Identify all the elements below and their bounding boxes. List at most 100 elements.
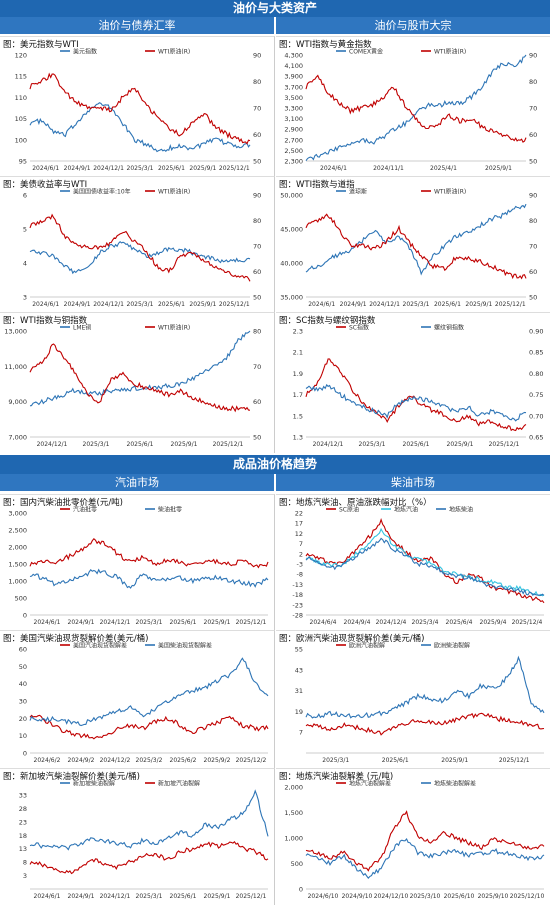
x-tick-label: 2024/6/1 bbox=[32, 165, 59, 172]
left-tick-label: 9,000 bbox=[8, 398, 27, 406]
legend-label: 柴油批零 bbox=[158, 506, 182, 514]
left-tick-label: 28 bbox=[19, 805, 27, 813]
x-tick-label: 2025/9/1 bbox=[465, 301, 492, 308]
series-line-1 bbox=[305, 517, 545, 604]
chart-title: 图：欧洲汽柴油现货裂解价差(美元/桶) bbox=[279, 634, 425, 644]
series-line-2 bbox=[305, 74, 527, 143]
left-tick-label: 4,100 bbox=[284, 62, 303, 70]
chart-svg: 2.3 2.1 1.9 1.7 1.5 1.3 0.90 0.85 0.80 0.75 0.70 0.… bbox=[293, 324, 544, 449]
x-tick-label: 2024/9/1 bbox=[68, 619, 95, 626]
legend-label: 螺纹钢指数 bbox=[434, 324, 464, 332]
x-tick-label: 2025/9/2 bbox=[204, 757, 231, 764]
chart-svg: 55 43 31 19 7 2025/3/1 2025/6/1 2025/9/1 2025/12… bbox=[295, 642, 545, 764]
x-tick-label: 2025/12/1 bbox=[219, 301, 250, 308]
left-tick-label: 40 bbox=[19, 680, 27, 688]
left-tick-label: 1.5 bbox=[293, 412, 303, 420]
legend-label: 汽油批零 bbox=[73, 506, 97, 514]
x-tick-label: 2025/3/4 bbox=[412, 619, 439, 626]
legend-label: SC原油 bbox=[339, 506, 359, 514]
left-tick-label: -3 bbox=[297, 561, 303, 569]
right-tick-label: 70 bbox=[253, 243, 261, 251]
left-tick-label: 13,000 bbox=[4, 328, 27, 336]
chart-panel-c12: 图：地炼汽柴油裂解差 (元/吨) 2,000 1,500 1,000 500 0 2024/… bbox=[276, 768, 550, 905]
left-tick-label: 2.3 bbox=[293, 328, 303, 336]
left-tick-label: 3,100 bbox=[284, 115, 303, 123]
x-tick-label: 2024/6/1 bbox=[32, 301, 59, 308]
x-tick-label: 2024/6/1 bbox=[34, 893, 61, 900]
x-tick-label: 2024/12/1 bbox=[100, 619, 131, 626]
right-tick-label: 0.90 bbox=[529, 328, 543, 336]
right-tick-label: 90 bbox=[529, 52, 537, 60]
left-tick-label: 3,900 bbox=[284, 73, 303, 81]
x-tick-label: 2025/9/1 bbox=[447, 441, 474, 448]
x-tick-label: 2025/6/2 bbox=[170, 757, 197, 764]
left-tick-label: 500 bbox=[291, 860, 303, 868]
chart-title: 图：地炼汽柴油裂解差 (元/吨) bbox=[279, 772, 394, 782]
chart-panel-c3: 图：美债收益率与WTI 6 5 4 3 90 80 70 60 50 2024/6/1 2024/9/… bbox=[0, 176, 275, 313]
left-tick-label: 11,000 bbox=[4, 363, 27, 371]
legend-label: 美元指数 bbox=[73, 48, 97, 56]
x-tick-label: 2025/3/1 bbox=[322, 757, 349, 764]
left-tick-label: 2.1 bbox=[293, 349, 303, 357]
left-tick-label: 3,000 bbox=[8, 510, 27, 518]
chart-title: 图：WTI指数与铜指数 bbox=[3, 316, 88, 326]
x-tick-label: 2025/12/10 bbox=[510, 893, 545, 900]
x-tick-label: 2025/12/2 bbox=[236, 757, 267, 764]
chart-panel-c2: 图：WTI指数与黄金指数 4,300 4,100 3,900 3,700 3,500 3,3… bbox=[276, 36, 550, 177]
right-tick-label: 50 bbox=[253, 434, 261, 442]
legend-label: 地炼柴油 bbox=[449, 506, 473, 514]
left-tick-label: 3,300 bbox=[284, 105, 303, 113]
x-tick-label: 2024/12/1 bbox=[37, 441, 68, 448]
chart-title: 图：国内汽柴油批零价差(元/吨) bbox=[3, 498, 123, 508]
chart-svg: 3,000 2,500 2,000 1,500 1,000 500 0 2024/6/1 202… bbox=[8, 506, 269, 626]
x-tick-label: 2025/9/1 bbox=[204, 619, 231, 626]
left-tick-label: 12 bbox=[295, 530, 303, 538]
x-tick-label: 2025/9/1 bbox=[441, 757, 468, 764]
x-tick-label: 2024/12/10 bbox=[374, 893, 409, 900]
x-tick-label: 2025/6/1 bbox=[403, 441, 430, 448]
x-tick-label: 2025/6/1 bbox=[434, 301, 461, 308]
x-tick-label: 2025/4/1 bbox=[430, 165, 457, 172]
series-line-2 bbox=[29, 72, 251, 145]
left-tick-label: 5 bbox=[23, 226, 27, 234]
left-tick-label: 2,000 bbox=[8, 544, 27, 552]
chart-panel-c9: 图：美国汽柴油现货裂解价差(美元/桶) 60 50 40 30 20 10 0 2024/6/2… bbox=[0, 630, 275, 769]
series-line-1 bbox=[305, 358, 527, 432]
x-tick-label: 2025/9/1 bbox=[189, 301, 216, 308]
legend-label: 新加坡柴油裂解 bbox=[73, 780, 115, 788]
left-tick-label: 19 bbox=[295, 708, 303, 716]
left-tick-label: 3 bbox=[23, 294, 27, 302]
right-tick-label: 60 bbox=[529, 268, 537, 276]
left-tick-label: 50 bbox=[19, 663, 27, 671]
chart-svg: 60 50 40 30 20 10 0 2024/6/2 2024/9/2 2024/12/2 20… bbox=[19, 642, 269, 764]
chart-title: 图：WTI指数与黄金指数 bbox=[279, 40, 372, 50]
chart-panel-c11: 图：新加坡汽柴油裂解价差(美元/桶) 33 28 23 18 13 8 3 2024/6/1 20… bbox=[0, 768, 275, 905]
left-tick-label: 6 bbox=[23, 192, 27, 200]
left-tick-label: 22 bbox=[295, 510, 303, 518]
x-tick-label: 2024/6/1 bbox=[308, 301, 335, 308]
legend-label: 地炼柴油裂解差 bbox=[434, 780, 476, 788]
x-tick-label: 2024/12/1 bbox=[313, 441, 344, 448]
right-tick-label: 70 bbox=[253, 363, 261, 371]
right-tick-label: 90 bbox=[253, 52, 261, 60]
chart-svg: 50,000 45,000 40,000 35,000 90 80 70 60 50 2024/6… bbox=[280, 188, 537, 309]
chart-title: 图：美元指数与WTI bbox=[3, 40, 79, 50]
left-tick-label: -28 bbox=[292, 612, 303, 620]
series-line-1 bbox=[305, 810, 545, 872]
left-tick-label: -18 bbox=[292, 591, 303, 599]
x-tick-label: 2024/12/1 bbox=[93, 165, 124, 172]
x-tick-label: 2025/9/1 bbox=[171, 441, 198, 448]
right-tick-label: 80 bbox=[253, 78, 261, 86]
x-tick-label: 2025/9/4 bbox=[480, 619, 507, 626]
series-line-2 bbox=[305, 213, 527, 280]
left-tick-label: 8 bbox=[23, 859, 27, 867]
right-tick-label: 60 bbox=[253, 131, 261, 139]
legend-label: WTI原油(R) bbox=[434, 188, 466, 196]
x-tick-label: 2024/9/1 bbox=[64, 301, 91, 308]
x-tick-label: 2025/12/1 bbox=[213, 441, 244, 448]
x-tick-label: 2024/12/2 bbox=[100, 757, 131, 764]
x-tick-label: 2025/6/1 bbox=[158, 301, 185, 308]
x-tick-label: 2025/6/1 bbox=[170, 619, 197, 626]
right-tick-label: 60 bbox=[253, 398, 261, 406]
x-tick-label: 2024/9/2 bbox=[68, 757, 95, 764]
